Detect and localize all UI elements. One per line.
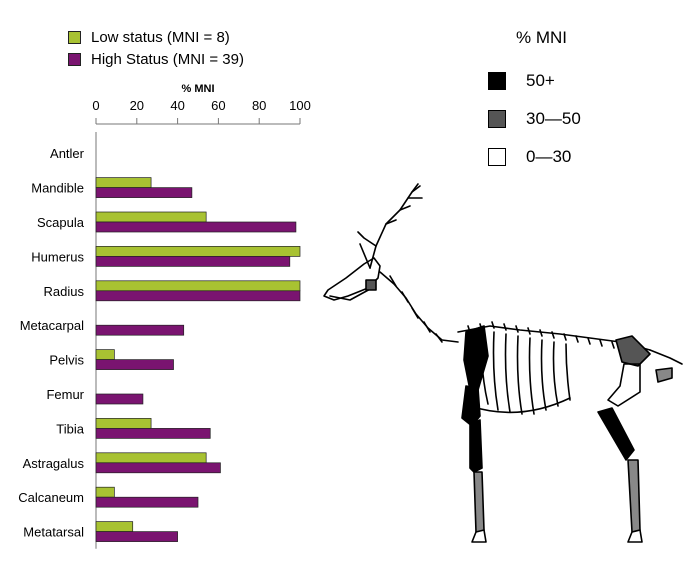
metacarpal <box>473 471 485 533</box>
metatarsal <box>627 459 641 533</box>
legend-swatch-low-status <box>68 30 81 44</box>
x-tick-label: 0 <box>92 98 99 113</box>
bar-low-astragalus <box>95 452 207 464</box>
bar-high-calcaneum <box>95 496 199 508</box>
mni-key-swatch-high <box>488 72 506 90</box>
bar-high-metatarsal <box>95 531 178 542</box>
x-tick-label: 60 <box>211 98 225 113</box>
legend-item-high-status: High Status (MNI = 39) <box>68 48 244 70</box>
x-tick-label: 20 <box>130 98 144 113</box>
mni-key-item-mid: 30—50 <box>488 100 581 138</box>
mandible-shade <box>365 279 377 291</box>
bar-low-tibia <box>95 418 152 429</box>
bar-high-scapula <box>95 221 297 233</box>
calcaneum <box>655 367 673 383</box>
bar-high-mandible <box>95 187 193 198</box>
mandible <box>329 287 373 301</box>
bar-low-mandible <box>95 177 152 188</box>
legend-label-low-status: Low status (MNI = 8) <box>91 28 230 46</box>
mni-key-swatch-mid <box>488 110 506 128</box>
category-label-radius: Radius <box>44 284 85 299</box>
bar-high-metacarpal <box>95 324 185 336</box>
mni-key-swatch-low <box>488 148 506 166</box>
category-label-scapula: Scapula <box>37 215 85 230</box>
category-label-calcaneum: Calcaneum <box>18 490 84 505</box>
antler <box>369 183 419 269</box>
legend-item-low-status: Low status (MNI = 8) <box>68 26 244 48</box>
femur <box>607 363 641 407</box>
mni-key-label-high: 50+ <box>526 71 555 90</box>
category-label-antler: Antler <box>50 146 85 161</box>
category-label-astragalus: Astragalus <box>23 456 85 471</box>
category-label-femur: Femur <box>46 387 84 402</box>
pelvis <box>615 335 651 367</box>
legend-swatch-high-status <box>68 52 81 66</box>
humerus <box>461 385 481 427</box>
neck-vertebrae <box>379 271 459 343</box>
mni-key-item-high: 50+ <box>488 62 581 100</box>
category-label-humerus: Humerus <box>31 249 84 264</box>
category-label-tibia: Tibia <box>56 421 84 436</box>
category-label-pelvis: Pelvis <box>49 353 84 368</box>
bar-low-radius <box>95 280 301 292</box>
bar-high-astragalus <box>95 462 221 474</box>
bar-chart: % MNI 0 20 40 60 80 100 Antler Mandible Scapula Hu… <box>18 83 311 549</box>
bar-high-humerus <box>95 256 291 267</box>
bar-low-pelvis <box>95 349 115 360</box>
x-tick-label: 100 <box>289 98 311 113</box>
mni-key-label-low: 0—30 <box>526 147 572 166</box>
radius <box>469 419 483 473</box>
chart-legend: Low status (MNI = 8) High Status (MNI = … <box>68 26 244 70</box>
bar-high-tibia <box>95 428 211 439</box>
skull <box>323 257 381 301</box>
bar-high-femur <box>95 393 144 405</box>
x-tick-label: 40 <box>170 98 184 113</box>
category-label-metacarpal: Metacarpal <box>20 318 84 333</box>
bar-high-pelvis <box>95 359 174 370</box>
legend-label-high-status: High Status (MNI = 39) <box>91 50 244 68</box>
bar-low-metatarsal <box>95 521 134 532</box>
tibia <box>597 407 635 461</box>
category-label-mandible: Mandible <box>31 181 84 196</box>
mni-key-item-low: 0—30 <box>488 138 581 176</box>
bar-low-humerus <box>95 246 301 257</box>
bar-high-radius <box>95 290 301 302</box>
mni-key-label-mid: 30—50 <box>526 109 581 128</box>
deer-skeleton-illustration <box>323 183 683 543</box>
mni-key-title: % MNI <box>516 28 567 47</box>
axis-title: % MNI <box>182 83 215 95</box>
bar-low-scapula <box>95 211 207 223</box>
category-label-metatarsal: Metatarsal <box>23 525 84 540</box>
x-tick-label: 80 <box>252 98 266 113</box>
ribs <box>480 331 571 415</box>
mni-key: % MNI 50+ 30—50 0—30 <box>488 28 581 176</box>
bar-low-calcaneum <box>95 486 115 498</box>
